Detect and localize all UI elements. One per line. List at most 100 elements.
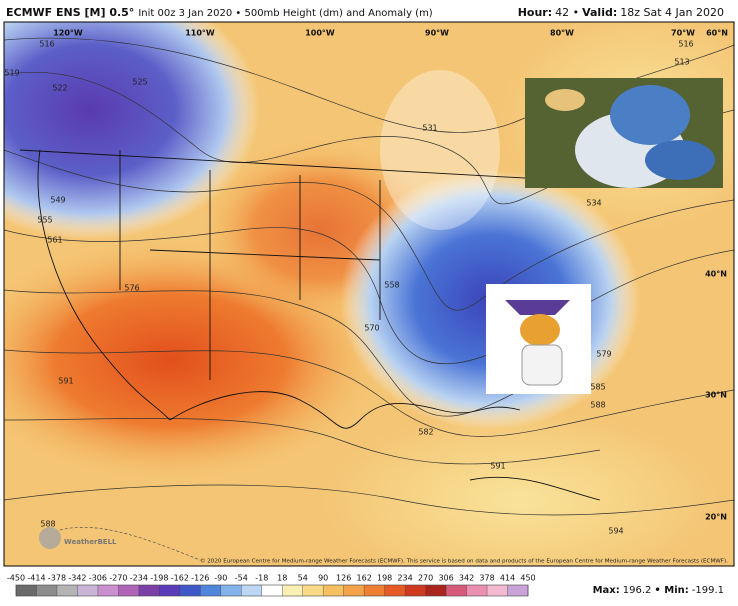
min-label: • Min: bbox=[654, 585, 688, 596]
colorbar-segment bbox=[220, 585, 242, 596]
colorbar-tick-label: -306 bbox=[89, 574, 107, 583]
colorbar-segment bbox=[282, 585, 304, 596]
subtitle: Init 00z 3 Jan 2020 • 500mb Height (dm) … bbox=[138, 8, 432, 19]
contour-label: 534 bbox=[586, 199, 601, 208]
colorbar-tick-label: -342 bbox=[68, 574, 86, 583]
contour-label: 516 bbox=[678, 40, 693, 49]
colorbar-segment bbox=[16, 585, 37, 596]
title: ECMWF ENS [M] 0.5° bbox=[6, 6, 134, 19]
colorbar-segment bbox=[261, 585, 283, 596]
max-min: Max: 196.2 • Min: -199.1 bbox=[593, 585, 724, 596]
colorbar-segment bbox=[364, 585, 385, 596]
colorbar-tick-label: 414 bbox=[500, 574, 515, 583]
colorbar-tick-label: -162 bbox=[171, 574, 189, 583]
lat-label: 40°N bbox=[705, 270, 727, 279]
colorbar-segment bbox=[200, 585, 222, 596]
contour-label: 585 bbox=[590, 383, 605, 392]
map-frame bbox=[3, 21, 735, 567]
header-right: Hour: 42 • Valid: 18z Sat 4 Jan 2020 bbox=[518, 6, 724, 19]
colorbar-segment bbox=[138, 585, 160, 596]
contour-label: 594 bbox=[608, 527, 623, 536]
contour-label: 549 bbox=[50, 196, 65, 205]
lon-label: 120°W bbox=[53, 29, 83, 38]
colorbar-segment bbox=[487, 585, 508, 596]
colorbar-tick-label: -234 bbox=[130, 574, 148, 583]
contour-label: 555 bbox=[37, 216, 52, 225]
contour-label: 591 bbox=[58, 377, 73, 386]
contour-label: 570 bbox=[364, 324, 379, 333]
colorbar-tick-label: 270 bbox=[418, 574, 433, 583]
colorbar-segment bbox=[343, 585, 365, 596]
contour-label: 561 bbox=[47, 236, 62, 245]
contour-label: 588 bbox=[40, 520, 55, 529]
contour-label: 591 bbox=[490, 462, 505, 471]
cartoon-image bbox=[486, 284, 591, 394]
copyright: © 2020 European Centre for Medium-range … bbox=[200, 558, 728, 565]
contour-label: 576 bbox=[124, 284, 139, 293]
colorbar-segment bbox=[466, 585, 488, 596]
lon-label: 70°W bbox=[671, 29, 695, 38]
colorbar-segment bbox=[97, 585, 119, 596]
colorbar-segment bbox=[384, 585, 406, 596]
contour-label: 525 bbox=[132, 78, 147, 87]
contour-label: 558 bbox=[384, 281, 399, 290]
contour-label: 519 bbox=[4, 69, 19, 78]
colorbar-tick-label: -450 bbox=[7, 574, 25, 583]
contour-label: 582 bbox=[418, 428, 433, 437]
contour-label: 513 bbox=[674, 58, 689, 67]
lon-label: 100°W bbox=[305, 29, 335, 38]
logo-text: WeatherBELL bbox=[64, 538, 117, 546]
colorbar-segment bbox=[56, 585, 78, 596]
lon-label: 80°W bbox=[550, 29, 574, 38]
valid-label: Valid: bbox=[582, 6, 617, 19]
colorbar-tick-label: 90 bbox=[318, 574, 328, 583]
colorbar-tick-label: -54 bbox=[235, 574, 248, 583]
colorbar-tick-label: 126 bbox=[336, 574, 351, 583]
colorbar-tick-label: 342 bbox=[459, 574, 474, 583]
contour-label: 522 bbox=[52, 84, 67, 93]
colorbar-tick-label: 18 bbox=[277, 574, 287, 583]
colorbar-segment bbox=[77, 585, 99, 596]
header: ECMWF ENS [M] 0.5° Init 00z 3 Jan 2020 • … bbox=[6, 6, 433, 19]
colorbar-tick-label: 450 bbox=[520, 574, 535, 583]
colorbar-segment bbox=[241, 585, 263, 596]
colorbar-segment bbox=[507, 585, 529, 596]
colorbar-segment bbox=[36, 585, 58, 596]
valid: 18z Sat 4 Jan 2020 bbox=[620, 6, 724, 19]
contour-label: 531 bbox=[422, 124, 437, 133]
colorbar-segment bbox=[405, 585, 426, 596]
colorbar-segment bbox=[118, 585, 140, 596]
colorbar-tick-label: -378 bbox=[48, 574, 66, 583]
max-value: 196.2 bbox=[623, 585, 652, 596]
colorbar-tick-label: -414 bbox=[27, 574, 45, 583]
hour: 42 • bbox=[555, 6, 579, 19]
colorbar-segment bbox=[323, 585, 344, 596]
lon-label: 110°W bbox=[185, 29, 215, 38]
colorbar-segment bbox=[179, 585, 201, 596]
colorbar-tick-label: -126 bbox=[191, 574, 209, 583]
colorbar-tick-label: -90 bbox=[214, 574, 227, 583]
colorbar-segment bbox=[446, 585, 467, 596]
colorbar-segment bbox=[159, 585, 181, 596]
colorbar-tick-label: -270 bbox=[109, 574, 127, 583]
logo: WeatherBELL bbox=[39, 527, 117, 549]
colorbar-tick-label: -18 bbox=[255, 574, 268, 583]
lat-label: 20°N bbox=[705, 513, 727, 522]
max-label: Max: bbox=[593, 585, 620, 596]
colorbar-tick-label: 378 bbox=[479, 574, 494, 583]
contour-label: 588 bbox=[590, 401, 605, 410]
colorbar-tick-label: 198 bbox=[377, 574, 392, 583]
lon-label: 90°W bbox=[425, 29, 449, 38]
colorbar-tick-label: 234 bbox=[397, 574, 412, 583]
contour-label: 579 bbox=[596, 350, 611, 359]
hour-label: Hour: bbox=[518, 6, 552, 19]
colorbar-tick-label: 54 bbox=[298, 574, 308, 583]
lat-label: 30°N bbox=[705, 391, 727, 400]
contour-label: 516 bbox=[39, 40, 54, 49]
lon-label: 60°N bbox=[706, 29, 728, 38]
colorbar-tick-label: 162 bbox=[357, 574, 372, 583]
colorbar-segment bbox=[302, 585, 324, 596]
colorbar-tick-label: 306 bbox=[438, 574, 453, 583]
colorbar-segment bbox=[425, 585, 447, 596]
